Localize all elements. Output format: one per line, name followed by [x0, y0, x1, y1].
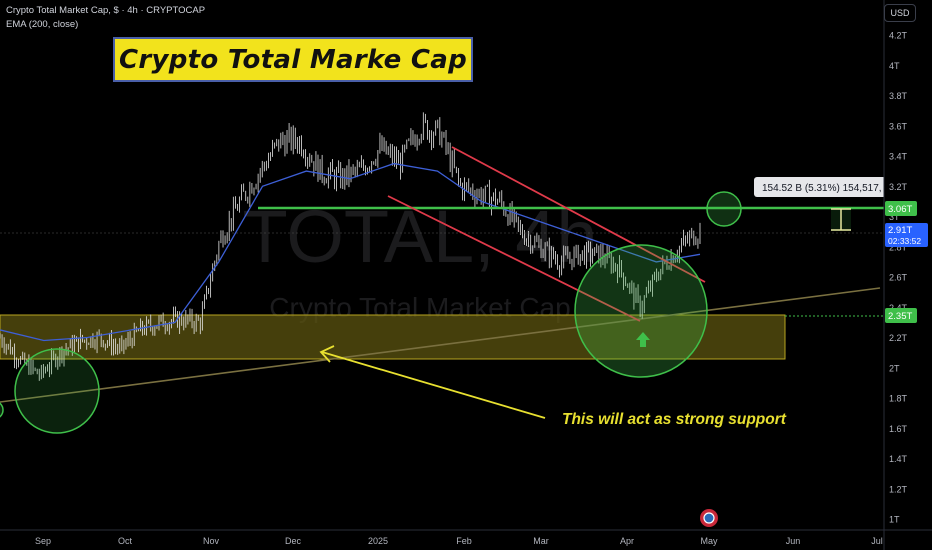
price-tick-label: 4T: [889, 61, 900, 71]
channel-lower-line[interactable]: [387, 195, 641, 322]
time-tick-label: May: [700, 536, 718, 546]
price-tick-label: 2.6T: [889, 273, 908, 283]
support-arrow-head: [319, 345, 335, 363]
circle-sep-low[interactable]: [14, 348, 100, 434]
current-price-tag: [885, 223, 928, 247]
measure-label-box[interactable]: [754, 177, 886, 197]
price-tick-label: 1.2T: [889, 484, 908, 494]
price-tick-label: 1.8T: [889, 394, 908, 404]
event-flag-icon-inner: [703, 512, 715, 524]
price-tick-label: 1T: [889, 515, 900, 525]
time-tick-label: Oct: [118, 536, 133, 546]
price-tick-label: 2.2T: [889, 333, 908, 343]
time-tick-label: 2025: [368, 536, 388, 546]
price-axis[interactable]: 4.2T 4T 3.8T 3.6T 3.4T 3.2T 3T 2.8T 2.6T 2.4T 2.2T…: [889, 31, 908, 525]
time-tick-label: Feb: [456, 536, 472, 546]
price-tick-label: 3T: [889, 212, 900, 222]
title-box-text: Crypto Total Marke Cap: [118, 44, 468, 75]
price-tick-label: 3.4T: [889, 152, 908, 162]
symbol-line[interactable]: Crypto Total Market Cap, $ · 4h · CRYPTO…: [6, 5, 206, 16]
price-tick-label: 4.2T: [889, 31, 908, 41]
price-tick-label: 2.4T: [889, 303, 908, 313]
time-axis[interactable]: Sep Oct Nov Dec 2025 Feb Mar Apr May Jun Jul: [35, 536, 883, 546]
price-tick-label: 3.8T: [889, 91, 908, 101]
price-tick-label: 3.6T: [889, 121, 908, 131]
price-tick-label: 1.6T: [889, 424, 908, 434]
indicator-line[interactable]: EMA (200, close): [6, 19, 79, 30]
time-tick-label: Dec: [285, 536, 302, 546]
price-tick-label: 2.8T: [889, 242, 908, 252]
measure-label: 154.52 B (5.31%) 154,517,: [762, 183, 882, 194]
countdown-text: 02:33:52: [888, 236, 921, 246]
current-price-tag-text: 2.91T: [888, 225, 912, 236]
title-box[interactable]: Crypto Total Marke Cap: [113, 37, 473, 82]
resistance-price-tag-text: 3.06T: [888, 204, 912, 215]
circle-apr-low[interactable]: [574, 244, 708, 378]
support-price-tag-text: 2.35T: [888, 311, 912, 322]
price-tick-label: 2T: [889, 363, 900, 373]
price-tick-label: 3.2T: [889, 182, 908, 192]
up-arrow-icon: [636, 332, 650, 347]
circle-target[interactable]: [706, 191, 742, 227]
time-tick-label: Apr: [620, 536, 634, 546]
time-tick-label: Sep: [35, 536, 51, 546]
circle-left-edge[interactable]: [0, 401, 4, 419]
time-tick-label: Mar: [533, 536, 549, 546]
support-note: This will act as strong support: [562, 411, 787, 428]
support-arrow-line[interactable]: [321, 351, 546, 419]
ascending-trendline[interactable]: [0, 287, 881, 403]
channel-upper-line[interactable]: [451, 146, 706, 283]
support-price-tag: [885, 308, 917, 323]
time-tick-label: Nov: [203, 536, 220, 546]
currency-button[interactable]: USD: [884, 4, 916, 22]
price-axis-bg: [884, 0, 932, 550]
ema-line: [0, 162, 701, 342]
time-tick-label: Jun: [786, 536, 801, 546]
price-tick-label: 1.4T: [889, 454, 908, 464]
time-tick-label: Jul: [871, 536, 883, 546]
resistance-price-tag: [885, 201, 917, 216]
